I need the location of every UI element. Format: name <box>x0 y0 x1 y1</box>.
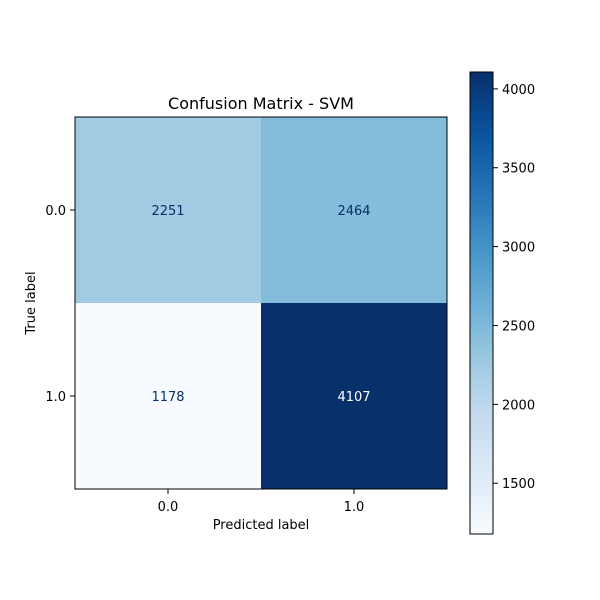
y-axis-label: True label <box>24 271 39 335</box>
colorbar-tick-label: 3500 <box>502 162 535 177</box>
heatmap-cell <box>261 117 447 303</box>
heatmap-cells: 2251 2464 1178 4107 0.0 1.0 0.0 1.0 <box>45 116 448 515</box>
colorbar-gradient <box>470 72 493 534</box>
colorbar-tick-label: 2000 <box>502 398 535 413</box>
colorbar-tick-label: 4000 <box>502 83 535 98</box>
colorbar-tick-label: 3000 <box>502 241 535 256</box>
x-axis-label: Predicted label <box>213 518 310 533</box>
heatmap-cell <box>75 303 261 489</box>
cell-value-label: 2464 <box>337 204 370 219</box>
colorbar-frame <box>469 71 494 535</box>
x-tick-label: 1.0 <box>344 500 365 515</box>
cell-value-label: 4107 <box>337 390 370 405</box>
y-tick-label: 1.0 <box>45 390 66 405</box>
heatmap-cell <box>75 117 261 303</box>
chart-title: Confusion Matrix - SVM <box>168 94 354 113</box>
colorbar-tick-label: 1500 <box>502 477 535 492</box>
cell-value-label: 1178 <box>151 390 184 405</box>
axes-frame <box>74 116 448 490</box>
x-tick-label: 0.0 <box>158 500 179 515</box>
cell-value-label: 2251 <box>151 204 184 219</box>
heatmap-cell <box>261 303 447 489</box>
y-tick-label: 0.0 <box>45 204 66 219</box>
colorbar-tick-label: 2500 <box>502 319 535 334</box>
colorbar: 1500 2000 2500 3000 3500 4000 <box>469 71 535 535</box>
